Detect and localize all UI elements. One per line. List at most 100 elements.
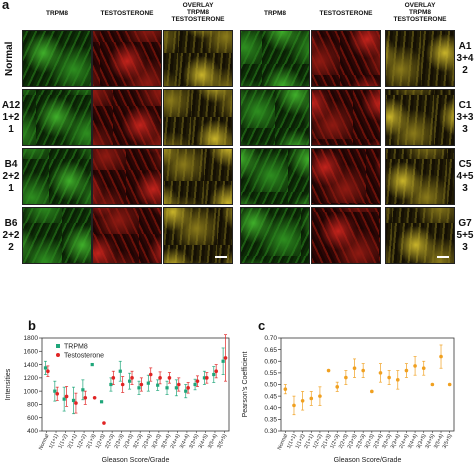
data-point — [387, 375, 391, 380]
row-label-right-2: C5 4+5 3 — [456, 159, 474, 194]
data-point — [202, 376, 207, 380]
x-tick-label: 2(3+3) — [113, 433, 125, 450]
y-tick-label: 0.30 — [264, 428, 277, 435]
micrograph-tile — [163, 148, 233, 205]
x-tick-label: 3(4+4) — [407, 433, 419, 450]
x-tick-label: 3(4+5) — [198, 433, 210, 450]
data-point — [223, 356, 228, 360]
micrograph-tile — [311, 89, 381, 146]
data-point — [165, 386, 169, 390]
x-tick-label: 3(3+3) — [151, 433, 163, 450]
row-label-right-3: G7 5+5 3 — [456, 218, 474, 253]
micrograph-tile — [22, 148, 92, 205]
x-tick-label: 3(3+4) — [390, 433, 402, 450]
data-point — [83, 395, 88, 400]
data-point — [118, 369, 122, 373]
row-label-left-3: B6 2+2 2 — [2, 218, 20, 253]
row-label-right-0: A1 3+4 2 — [456, 41, 474, 76]
y-tick-label: 0.70 — [264, 335, 277, 342]
data-point — [71, 398, 76, 403]
micrograph-tile — [22, 30, 92, 87]
data-point — [167, 376, 172, 380]
y-tick-label: 1400 — [24, 362, 39, 369]
micrograph-tile — [92, 89, 162, 146]
micrograph-tile — [385, 30, 455, 87]
x-tick-label: 3(3+4) — [160, 433, 172, 450]
data-point — [378, 371, 383, 375]
data-point — [318, 394, 322, 398]
data-point — [99, 400, 104, 404]
data-point — [195, 379, 200, 383]
data-point — [174, 386, 178, 390]
column-header-left-2: OVERLAY TRPM8 TESTOSTERONE — [171, 2, 225, 23]
pearson-chart: 0.30 0.35 0.40 0.45 0.50 0.55 0.60 0.65 0.70 Pear… — [242, 335, 455, 463]
row-label-left-0: Normal — [4, 41, 15, 76]
data-point — [309, 396, 314, 401]
data-point — [156, 383, 160, 387]
data-point — [205, 376, 209, 380]
micrograph-tile — [22, 89, 92, 146]
micrograph-tile — [92, 30, 162, 87]
data-point — [46, 369, 50, 374]
legend-marker — [56, 353, 60, 357]
data-point — [395, 378, 400, 382]
scale-bar — [215, 256, 227, 258]
micrograph-tile — [311, 207, 381, 264]
plot-frame — [41, 337, 230, 432]
data-point — [128, 379, 132, 383]
y-tick-label: 0.35 — [264, 417, 277, 424]
micrograph-tile — [163, 30, 233, 87]
data-point — [130, 376, 134, 380]
x-tick-label: 2(3+3) — [347, 433, 359, 450]
x-tick-label: 2(1+3) — [85, 433, 97, 450]
data-point — [62, 397, 66, 401]
y-tick-label: 1000 — [24, 388, 39, 395]
data-point — [148, 372, 153, 377]
x-tick-label: 3(5+4) — [207, 433, 219, 450]
data-point — [109, 382, 113, 387]
micrograph-tile — [163, 207, 233, 264]
micrograph-tile — [240, 148, 310, 205]
data-point — [92, 395, 97, 400]
x-tick-label: 2(1+1) — [67, 433, 79, 450]
x-tick-label: 2(4+4) — [398, 433, 410, 450]
x-tick-label: 3(3+3) — [381, 433, 393, 450]
x-tick-label: 3(4+4) — [179, 433, 191, 450]
x-tick-label: 3(3+5) — [188, 433, 200, 450]
plot-frame — [280, 337, 455, 432]
y-tick-label: 600 — [27, 415, 38, 422]
data-point — [64, 394, 69, 399]
data-point — [212, 372, 216, 377]
x-tick-label: 2(1+3) — [321, 433, 333, 450]
row-label-right-1: C1 3+3 3 — [456, 100, 474, 135]
scale-bar — [437, 256, 449, 258]
x-axis-label: Gleason Score/Grade — [102, 457, 170, 463]
data-point — [146, 381, 150, 385]
legend-label: Testosterone — [64, 353, 104, 360]
column-header-left-0: TRPM8 — [45, 10, 69, 17]
micrograph-tile — [92, 148, 162, 205]
column-header-right-2: OVERLAY TRPM8 TESTOSTERONE — [393, 2, 447, 23]
micrograph-tile — [240, 89, 310, 146]
y-tick-label: 1800 — [24, 335, 39, 342]
data-point — [439, 354, 443, 359]
x-tick-label: 3(3+5) — [416, 433, 428, 450]
data-point — [158, 376, 162, 380]
x-axis-label: Gleason Score/Grade — [334, 457, 402, 463]
data-point — [430, 382, 435, 387]
x-tick-label: 2(3+3) — [123, 433, 135, 450]
micrograph-tile — [240, 30, 310, 87]
data-point — [111, 376, 116, 380]
y-tick-label: 0.40 — [264, 405, 277, 412]
x-tick-label: 1(2+2) — [76, 433, 88, 450]
data-point — [421, 366, 426, 371]
micrograph-tile — [240, 207, 310, 264]
data-point — [300, 398, 305, 403]
data-point — [55, 392, 60, 396]
x-tick-label: 2(4+4) — [170, 433, 182, 450]
data-point — [361, 368, 365, 373]
data-point — [447, 382, 452, 387]
panel-b-letter: b — [28, 318, 36, 333]
x-tick-label: 1(1+1) — [286, 433, 298, 450]
y-tick-label: 800 — [27, 402, 38, 409]
